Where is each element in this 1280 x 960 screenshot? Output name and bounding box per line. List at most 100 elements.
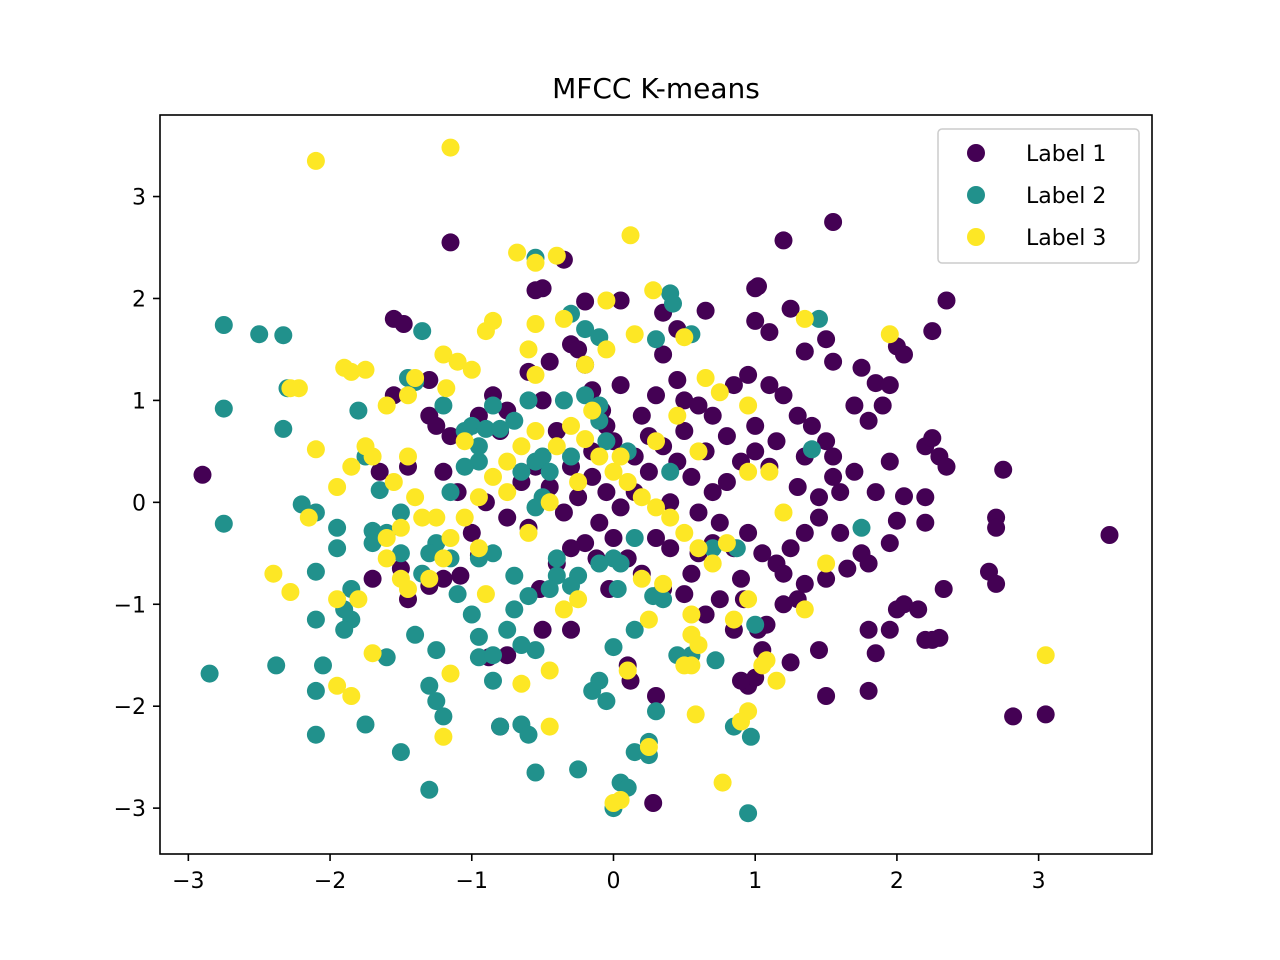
point-s3-56 xyxy=(512,437,531,456)
point-s3-84 xyxy=(760,462,779,481)
point-s1-111 xyxy=(533,391,552,410)
point-s2-22 xyxy=(356,715,375,734)
point-s3-50 xyxy=(427,508,446,527)
point-s3-77 xyxy=(739,590,758,609)
y-tick-label: −3 xyxy=(114,797,146,822)
point-s3-57 xyxy=(526,422,545,440)
point-s2-122 xyxy=(810,309,828,328)
point-s1-92 xyxy=(434,569,453,588)
point-s1-184 xyxy=(689,503,708,522)
point-s3-47 xyxy=(420,569,439,588)
point-s1-93 xyxy=(451,566,470,585)
point-s3-118 xyxy=(689,442,708,461)
point-s2-98 xyxy=(540,580,559,598)
point-s1-162 xyxy=(604,529,623,547)
point-s2-126 xyxy=(706,651,725,670)
point-s1-57 xyxy=(866,644,885,663)
point-s2-2 xyxy=(274,326,293,345)
point-s1-173 xyxy=(810,508,828,527)
point-s2-115 xyxy=(576,320,595,339)
point-s1-34 xyxy=(923,429,942,448)
point-s3-41 xyxy=(406,488,425,507)
point-s2-10 xyxy=(306,610,325,629)
point-s2-65 xyxy=(519,587,538,606)
point-s2-88 xyxy=(476,419,495,438)
point-s1-54 xyxy=(923,630,942,649)
point-s2-132 xyxy=(661,462,680,481)
point-s1-28 xyxy=(895,345,913,364)
point-s3-12 xyxy=(519,340,538,359)
point-s2-35 xyxy=(484,646,502,665)
point-s3-9 xyxy=(526,315,545,333)
point-s2-78 xyxy=(363,534,382,553)
chart-title: MFCC K-means xyxy=(552,72,760,105)
point-s3-101 xyxy=(611,791,630,809)
point-s1-75 xyxy=(661,539,680,558)
point-s3-3 xyxy=(526,253,545,272)
point-s3-35 xyxy=(328,478,347,496)
point-s1-174 xyxy=(831,523,850,542)
point-s2-118 xyxy=(664,294,682,313)
point-s1-125 xyxy=(703,406,722,425)
point-s2-36 xyxy=(491,717,510,736)
point-s3-19 xyxy=(739,396,758,415)
point-s2-54 xyxy=(644,587,663,606)
point-s1-7 xyxy=(576,292,595,311)
point-s3-91 xyxy=(349,590,368,609)
point-s3-95 xyxy=(512,674,531,693)
point-s1-24 xyxy=(852,358,871,377)
point-s1-195 xyxy=(767,432,786,451)
y-tick-label: 2 xyxy=(132,287,146,312)
point-s2-86 xyxy=(462,416,481,435)
point-s1-25 xyxy=(866,374,885,393)
point-s1-198 xyxy=(866,483,885,502)
point-s3-86 xyxy=(281,583,300,601)
point-s1-193 xyxy=(717,427,736,446)
point-s1-185 xyxy=(661,493,680,512)
point-s1-130 xyxy=(788,406,807,425)
point-s1-200 xyxy=(1036,705,1055,724)
point-s1-151 xyxy=(569,488,588,507)
point-s1-123 xyxy=(675,391,694,410)
point-s1-158 xyxy=(462,523,481,542)
point-s1-38 xyxy=(916,488,935,507)
point-s1-6 xyxy=(526,281,545,300)
point-s1-150 xyxy=(583,467,602,486)
point-s3-97 xyxy=(540,661,559,680)
point-s3-5 xyxy=(621,226,640,245)
point-s1-84 xyxy=(562,539,580,558)
point-s3-6 xyxy=(644,281,663,300)
point-s2-110 xyxy=(484,396,502,415)
point-s1-161 xyxy=(590,513,609,532)
point-s2-106 xyxy=(576,386,595,405)
point-s1-29 xyxy=(873,396,892,415)
point-s2-84 xyxy=(434,396,453,415)
x-tick-label: −1 xyxy=(456,869,488,894)
point-s3-116 xyxy=(647,432,665,451)
x-tick-label: 2 xyxy=(890,869,904,894)
point-s2-31 xyxy=(448,585,467,604)
point-s1-21 xyxy=(795,342,814,361)
point-s3-82 xyxy=(817,554,836,573)
point-s2-26 xyxy=(420,780,439,799)
point-s2-50 xyxy=(647,702,665,721)
point-s1-8 xyxy=(611,291,630,310)
point-s1-146 xyxy=(639,462,658,481)
point-s3-79 xyxy=(767,671,786,690)
point-s2-100 xyxy=(590,554,609,573)
point-s1-112 xyxy=(540,352,559,371)
point-s1-87 xyxy=(562,620,580,639)
point-s1-131 xyxy=(802,416,821,435)
point-s1-41 xyxy=(880,534,899,553)
point-s1-30 xyxy=(845,396,864,415)
point-s3-34 xyxy=(306,440,325,459)
point-s1-19 xyxy=(760,323,779,342)
point-s3-109 xyxy=(1036,646,1055,665)
point-s3-29 xyxy=(356,360,375,379)
point-s2-124 xyxy=(703,539,722,558)
point-s2-19 xyxy=(306,725,325,744)
point-s1-39 xyxy=(916,513,935,532)
point-s3-69 xyxy=(632,569,651,588)
point-s2-96 xyxy=(526,498,545,517)
point-s3-59 xyxy=(562,416,580,435)
